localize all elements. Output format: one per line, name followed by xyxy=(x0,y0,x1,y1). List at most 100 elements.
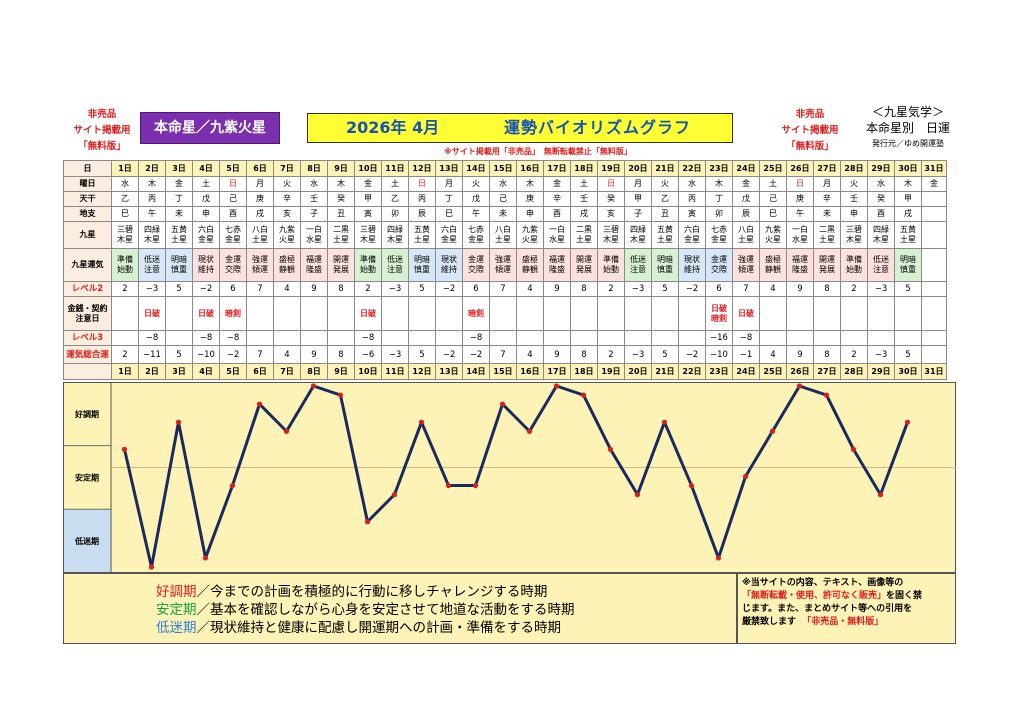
day-cell: 7日 xyxy=(274,161,301,177)
day-footer-cell: 2日 xyxy=(139,364,166,380)
level2-cell: 2 xyxy=(355,282,382,297)
kan-label: 天干 xyxy=(64,192,112,207)
cell-line-1: 明暗 xyxy=(166,255,192,265)
level2-cell: 9 xyxy=(544,282,571,297)
total-cell: 9 xyxy=(544,346,571,364)
money-cell xyxy=(841,297,868,331)
day-cell: 14日 xyxy=(463,161,490,177)
legend-term-stable: 安定期 xyxy=(156,602,197,618)
level3-cell xyxy=(301,331,328,346)
day-cell: 23日 xyxy=(706,161,733,177)
banner-notice: ※サイト掲載用「非売品」 無断転載禁止「無料版」 xyxy=(388,146,688,158)
day-footer-cell: 19日 xyxy=(598,364,625,380)
day-footer-cell: 18日 xyxy=(571,364,598,380)
cell-line-2: 慎重 xyxy=(166,265,192,275)
fortune-calendar-table: 日 1日 2日 3日 4日 5日 6日 7日 8日 9日 10日 11日 12日 13日 14日 15日 16日… xyxy=(63,160,947,380)
cell-line-1: 四緑 xyxy=(382,225,408,235)
unki-cell xyxy=(922,249,947,282)
day-cell: 21日 xyxy=(652,161,679,177)
weekday-cell: 木 xyxy=(517,177,544,192)
data-point-day-6 xyxy=(257,402,262,407)
cell-line-2: 慎重 xyxy=(895,265,921,275)
weekday-cell: 水 xyxy=(679,177,706,192)
level3-cell xyxy=(166,331,193,346)
day-footer-cell: 27日 xyxy=(814,364,841,380)
level3-cell: −8 xyxy=(463,331,490,346)
money-cell xyxy=(814,297,841,331)
shi-cell: 辰 xyxy=(409,207,436,222)
day-footer-cell: 4日 xyxy=(193,364,220,380)
money-cell xyxy=(760,297,787,331)
cell-line-2: 火星 xyxy=(517,235,543,245)
total-cell: −2 xyxy=(463,346,490,364)
total-cell: 5 xyxy=(895,346,922,364)
cell-line-1: 福運 xyxy=(787,255,813,265)
weekday-cell: 金 xyxy=(544,177,571,192)
cell-line-1: 日破 xyxy=(193,309,219,319)
cell-line-2: 慎重 xyxy=(409,265,435,275)
level2-cell: 2 xyxy=(112,282,139,297)
day-cell: 10日 xyxy=(355,161,382,177)
weekday-cell: 火 xyxy=(274,177,301,192)
level3-cell xyxy=(436,331,463,346)
cell-line-1: 三碧 xyxy=(112,225,138,235)
notice-red-1: 「無断転載・使用、許可なく販売」 xyxy=(742,591,886,601)
day-cell: 13日 xyxy=(436,161,463,177)
unki-cell: 開運 発展 xyxy=(814,249,841,282)
notice-line-4: 厳禁致します 「非売品・無料版」 xyxy=(742,616,951,629)
total-cell: −3 xyxy=(868,346,895,364)
cell-line-1: 明暗 xyxy=(409,255,435,265)
level3-cell: −8 xyxy=(355,331,382,346)
level3-cell xyxy=(571,331,598,346)
shi-cell: 申 xyxy=(517,207,544,222)
data-point-day-5 xyxy=(230,483,235,488)
cell-line-2: 静観 xyxy=(274,265,300,275)
money-cell xyxy=(382,297,409,331)
cell-line-1: 低迷 xyxy=(868,255,894,265)
level3-cell: −8 xyxy=(193,331,220,346)
shi-cell: 丑 xyxy=(652,207,679,222)
level3-cell xyxy=(598,331,625,346)
kan-cell: 甲 xyxy=(625,192,652,207)
level3-cell xyxy=(112,331,139,346)
weekday-cell: 日 xyxy=(598,177,625,192)
weekday-cell: 水 xyxy=(490,177,517,192)
cell-line-1: 一白 xyxy=(787,225,813,235)
band-label-2: 低迷期 xyxy=(74,536,99,546)
cell-line-1: 一白 xyxy=(301,225,327,235)
weekday-cell: 金 xyxy=(733,177,760,192)
kan-cell: 戊 xyxy=(193,192,220,207)
shi-cell: 午 xyxy=(463,207,490,222)
data-point-day-15 xyxy=(500,402,505,407)
cell-line-1: 現状 xyxy=(436,255,462,265)
left-notice-line-3: 「無料版」 xyxy=(66,139,138,155)
weekday-cell: 土 xyxy=(193,177,220,192)
day-footer-cell: 5日 xyxy=(220,364,247,380)
unki-cell: 低迷 注意 xyxy=(868,249,895,282)
kyusei-cell: 七赤 金星 xyxy=(706,222,733,249)
cell-line-2: 土星 xyxy=(328,235,354,245)
kyusei-cell: 八白 土星 xyxy=(733,222,760,249)
day-footer-cell: 28日 xyxy=(841,364,868,380)
shi-cell: 戌 xyxy=(571,207,598,222)
data-point-day-23 xyxy=(716,555,721,560)
cell-line-1: 六白 xyxy=(679,225,705,235)
cell-line-2: 注意 xyxy=(139,265,165,275)
cell-line-2: 金星 xyxy=(436,235,462,245)
day-footer-cell: 15日 xyxy=(490,364,517,380)
data-point-day-12 xyxy=(419,420,424,425)
day-cell: 12日 xyxy=(409,161,436,177)
cell-line-2: 注意 xyxy=(382,265,408,275)
total-cell: 8 xyxy=(571,346,598,364)
kan-row: 天干乙丙丁戊己庚辛壬癸甲乙丙丁戊己庚辛壬癸甲乙丙丁戊己庚辛壬癸甲 xyxy=(64,192,947,207)
day-cell: 8日 xyxy=(301,161,328,177)
cell-line-2: 火星 xyxy=(760,235,786,245)
money-cell: 日破 xyxy=(193,297,220,331)
weekday-cell: 火 xyxy=(841,177,868,192)
cell-line-2: 木星 xyxy=(139,235,165,245)
cell-line-2: 維持 xyxy=(679,265,705,275)
data-point-day-19 xyxy=(608,447,613,452)
data-point-day-13 xyxy=(446,483,451,488)
weekday-cell: 土 xyxy=(760,177,787,192)
day-footer-cell: 24日 xyxy=(733,364,760,380)
